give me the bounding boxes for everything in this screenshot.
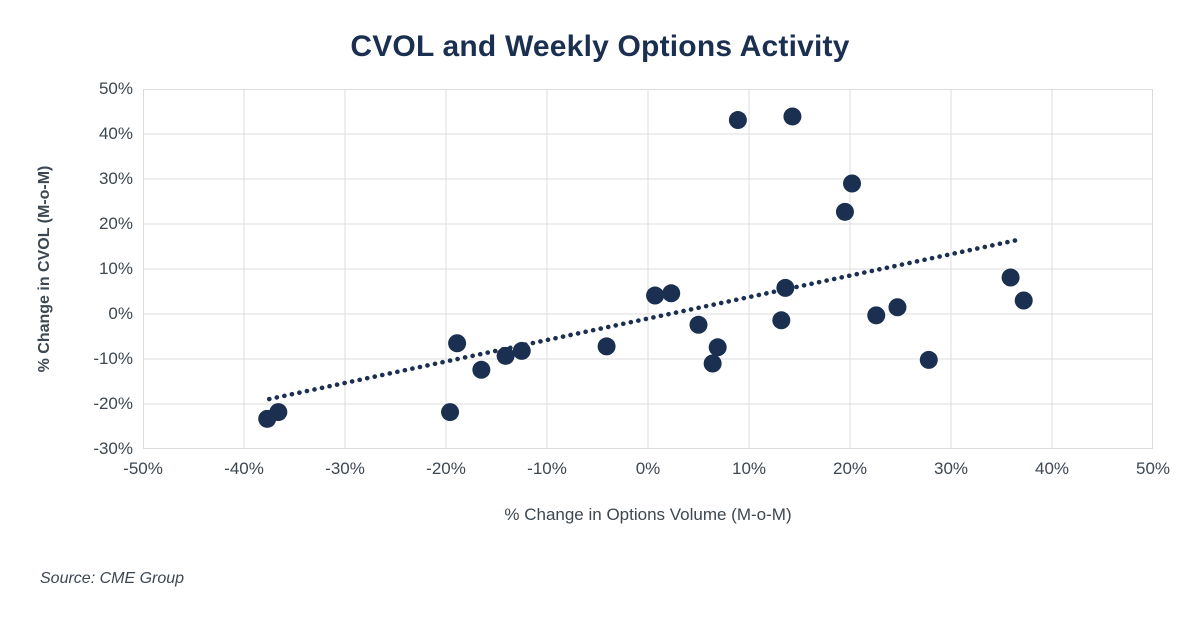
data-point (867, 306, 886, 325)
y-tick-label: 30% (98, 169, 133, 188)
trend-line (266, 237, 1021, 402)
x-tick-label: -10% (527, 459, 567, 478)
data-point (843, 174, 862, 193)
data-point (772, 311, 791, 330)
x-tick-label: -50% (123, 459, 163, 478)
data-point (441, 403, 460, 422)
chart-title: CVOL and Weekly Options Activity (350, 30, 850, 63)
x-tick-label: -20% (426, 459, 466, 478)
data-point (783, 107, 802, 126)
x-tick-label: 20% (832, 459, 868, 478)
y-tick-label: 50% (98, 79, 133, 98)
y-tick-label: -30% (93, 439, 133, 458)
data-point (472, 360, 491, 379)
x-tick-label: -30% (325, 459, 365, 478)
y-tick-label: 0% (108, 304, 133, 323)
y-axis-title: % Change in CVOL (M-o-M) (36, 165, 53, 373)
data-point (1001, 268, 1020, 287)
data-point (269, 403, 288, 422)
y-tick-label: -10% (93, 349, 133, 368)
data-point (708, 338, 727, 357)
y-tick-label: 10% (98, 259, 133, 278)
x-axis-title: % Change in Options Volume (M-o-M) (504, 505, 792, 524)
y-tick-label: -20% (93, 394, 133, 413)
x-tick-label: 40% (1034, 459, 1070, 478)
data-point (448, 334, 467, 353)
data-point (888, 298, 907, 317)
data-point (597, 337, 616, 356)
data-point (496, 346, 515, 365)
source-note: Source: CME Group (40, 570, 185, 587)
x-tick-label: 10% (731, 459, 767, 478)
data-point (919, 350, 938, 369)
data-point (728, 111, 747, 130)
y-tick-label: 40% (98, 124, 133, 143)
data-point (512, 341, 531, 360)
x-tick-label: 0% (635, 459, 661, 478)
data-point (646, 286, 665, 305)
data-point (703, 354, 722, 373)
data-point (1014, 291, 1033, 310)
scatter-plot (143, 89, 1153, 449)
x-tick-label: 50% (1135, 459, 1171, 478)
x-tick-label: 30% (933, 459, 969, 478)
data-point (662, 284, 681, 303)
data-point (776, 278, 795, 297)
x-tick-label: -40% (224, 459, 264, 478)
data-point (689, 315, 708, 334)
data-point (835, 202, 854, 221)
y-tick-label: 20% (98, 214, 133, 233)
